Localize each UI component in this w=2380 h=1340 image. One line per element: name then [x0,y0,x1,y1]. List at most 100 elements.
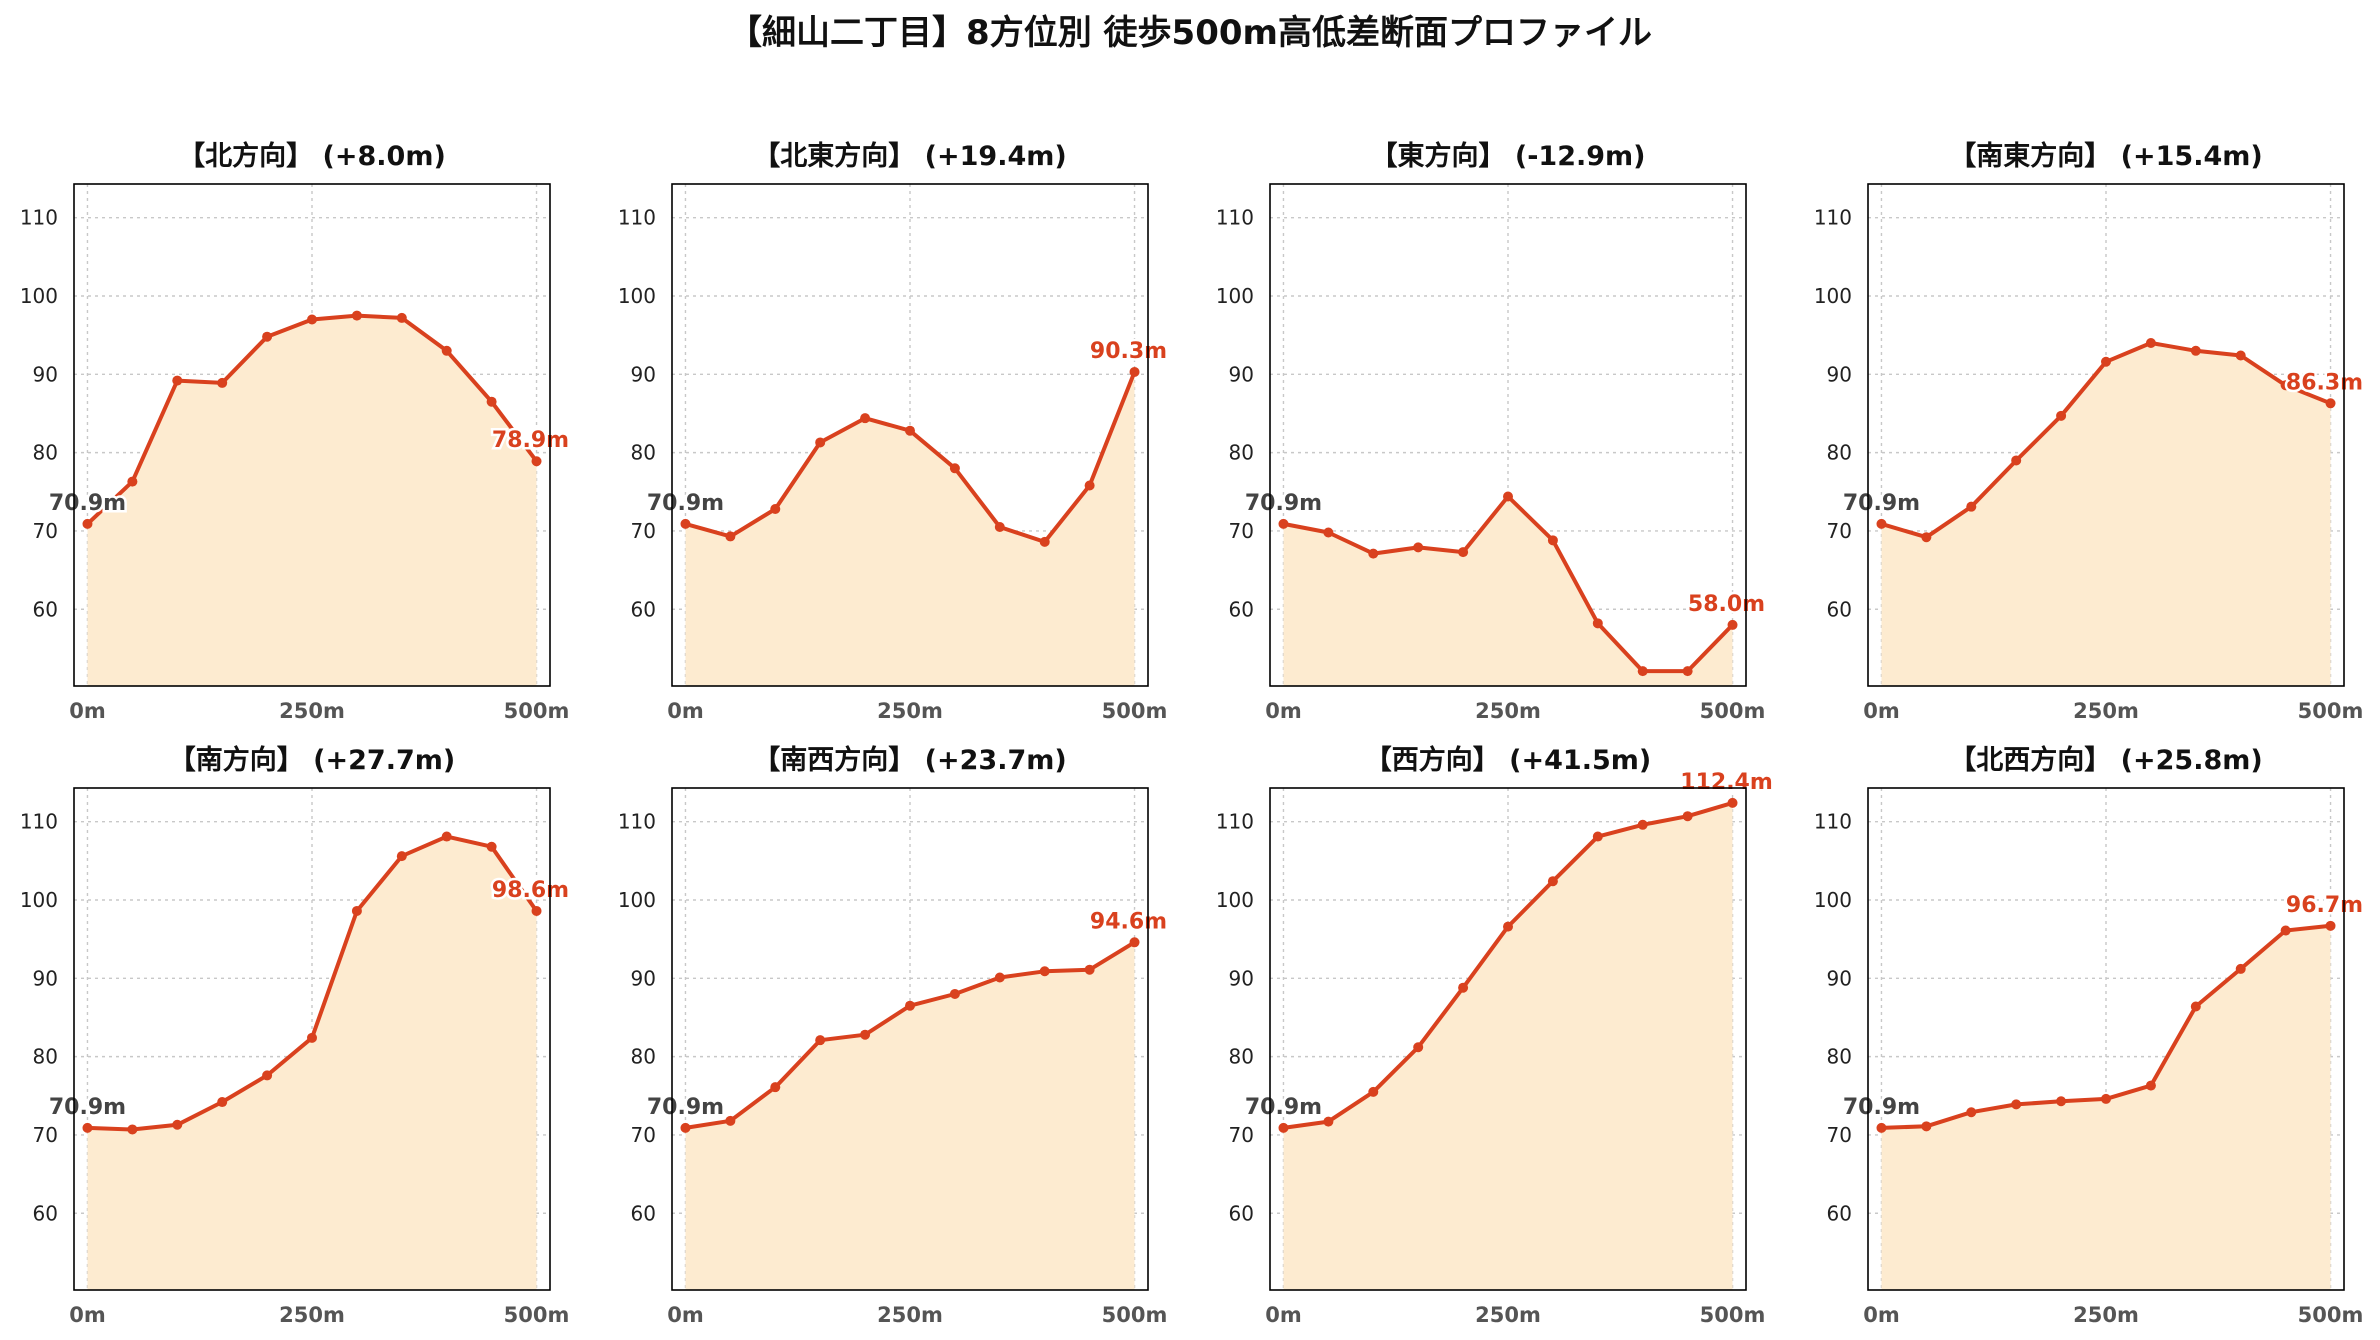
y-tick-label: 90 [631,362,656,386]
x-tick-label: 0m [1265,699,1302,723]
end-elevation-label: 78.9m [492,428,569,453]
panel-title: 【南西方向】 (+23.7m) [753,744,1066,776]
panel-4: 【南東方向】 (+15.4m) 60 70 80 90 100 110 0m 250m 500m 7… [1814,140,2366,723]
elevation-point [994,972,1005,983]
y-tick-label: 100 [1216,888,1254,912]
elevation-point [1084,964,1095,975]
elevation-point [1876,518,1887,529]
elevation-point [217,1097,228,1108]
elevation-point [949,463,960,474]
elevation-point [725,531,736,542]
elevation-point [1592,618,1603,629]
x-tick-label: 0m [1863,1303,1900,1327]
elevation-point [905,425,915,436]
x-tick-label: 0m [667,1303,704,1327]
y-tick-label: 70 [33,519,58,543]
start-elevation-label: 70.9m [1843,491,1920,516]
start-elevation-label: 70.9m [49,491,126,516]
elevation-point [1921,532,1932,543]
elevation-point [396,312,407,323]
panel-title: 【西方向】 (+41.5m) [1365,744,1651,776]
elevation-point [2325,398,2336,409]
elevation-point [1682,811,1693,822]
axes-frame [1269,183,1747,687]
elevation-point [860,1029,871,1040]
elevation-point [2190,345,2201,356]
x-tick-label: 500m [1102,1303,1168,1327]
x-tick-label: 250m [877,1303,943,1327]
panel-3: 【東方向】 (-12.9m) 60 70 80 90 100 110 0m 250m 500m 70… [1216,140,1768,723]
elevation-point [396,851,407,862]
elevation-point [905,1000,915,1011]
y-tick-label: 70 [631,1123,656,1147]
elevation-point [2235,963,2246,974]
elevation-point [1278,1122,1289,1133]
elevation-point [1727,619,1738,630]
elevation-point [725,1115,736,1126]
x-tick-label: 250m [1475,699,1541,723]
elevation-point [217,377,228,388]
elevation-point [486,841,497,852]
y-tick-label: 100 [20,284,58,308]
elevation-point [82,518,93,529]
elevation-point [172,375,183,386]
elevation-point [2190,1001,2201,1012]
start-elevation-label: 70.9m [1843,1095,1920,1120]
elevation-point [994,522,1005,533]
elevation-point [815,1035,826,1046]
panel-title: 【南東方向】 (+15.4m) [1949,140,2262,172]
elevation-point [1039,966,1050,977]
elevation-point [486,396,497,407]
elevation-point [770,504,781,515]
y-tick-label: 80 [631,441,656,465]
panel-7: 【西方向】 (+41.5m) 60 70 80 90 100 110 0m 250m 500m 70… [1216,744,1775,1327]
axes-frame [671,787,1149,1291]
elevation-point [172,1119,183,1130]
y-tick-label: 90 [33,362,58,386]
y-tick-label: 80 [33,1045,58,1069]
y-tick-label: 110 [20,810,58,834]
start-elevation-label: 70.9m [1245,1095,1322,1120]
elevation-point [1503,491,1513,502]
elevation-point [2101,356,2111,367]
elevation-area [1283,496,1733,686]
elevation-area [685,942,1135,1290]
panel-title: 【北東方向】 (+19.4m) [753,140,1066,172]
y-tick-label: 110 [1814,206,1852,230]
elevation-point [1876,1122,1887,1133]
elevation-point [127,1124,138,1135]
elevation-point [2145,337,2156,348]
elevation-point [1039,536,1050,547]
x-tick-label: 250m [2073,1303,2139,1327]
elevation-area [1283,802,1733,1290]
panel-1: 【北方向】 (+8.0m) 60 70 80 90 100 110 0m 250m 500m 70.… [20,140,572,723]
elevation-point [680,518,691,529]
start-elevation-label: 70.9m [647,491,724,516]
elevation-point [1084,480,1095,491]
y-tick-label: 90 [1229,362,1254,386]
elevation-point [2325,920,2336,931]
elevation-point [949,988,960,999]
elevation-point [1966,501,1977,512]
end-elevation-label: 98.6m [492,878,569,903]
elevation-point [1637,819,1648,830]
y-tick-label: 100 [20,888,58,912]
elevation-point [1413,542,1424,553]
panel-5: 【南方向】 (+27.7m) 60 70 80 90 100 110 0m 250m 500m 70… [20,744,572,1327]
end-elevation-label: 90.3m [1090,339,1167,364]
y-tick-label: 110 [618,206,656,230]
y-tick-label: 110 [20,206,58,230]
x-tick-label: 500m [1102,699,1168,723]
axes-frame [1867,183,2345,687]
y-tick-label: 60 [1229,1201,1254,1225]
axes-frame [73,787,551,1291]
y-tick-label: 80 [1229,1045,1254,1069]
y-tick-label: 70 [631,519,656,543]
chart-title: 【細山二丁目】8方位別 徒歩500m高低差断面プロファイル [728,13,1652,53]
elevation-point [1368,548,1379,559]
elevation-point [2056,410,2067,421]
y-tick-label: 80 [1229,441,1254,465]
elevation-point [2235,350,2246,361]
elevation-point [1966,1107,1977,1118]
elevation-point [1547,535,1558,546]
